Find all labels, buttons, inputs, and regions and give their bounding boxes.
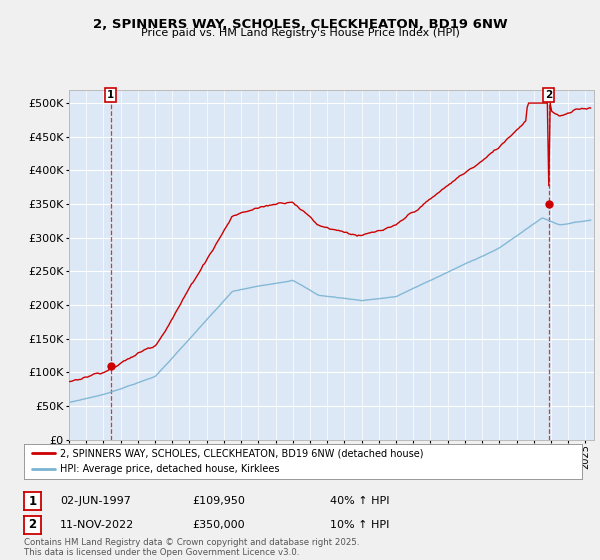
Text: 1: 1 (28, 494, 37, 508)
Text: 2, SPINNERS WAY, SCHOLES, CLECKHEATON, BD19 6NW (detached house): 2, SPINNERS WAY, SCHOLES, CLECKHEATON, B… (60, 449, 424, 459)
Text: 2, SPINNERS WAY, SCHOLES, CLECKHEATON, BD19 6NW: 2, SPINNERS WAY, SCHOLES, CLECKHEATON, B… (92, 18, 508, 31)
Text: £109,950: £109,950 (192, 496, 245, 506)
Text: HPI: Average price, detached house, Kirklees: HPI: Average price, detached house, Kirk… (60, 464, 280, 474)
Text: 11-NOV-2022: 11-NOV-2022 (60, 520, 134, 530)
Text: 2: 2 (545, 90, 552, 100)
Text: £350,000: £350,000 (192, 520, 245, 530)
Text: 40% ↑ HPI: 40% ↑ HPI (330, 496, 389, 506)
Text: 1: 1 (107, 90, 114, 100)
Text: 02-JUN-1997: 02-JUN-1997 (60, 496, 131, 506)
Text: 2: 2 (28, 518, 37, 531)
Text: Price paid vs. HM Land Registry's House Price Index (HPI): Price paid vs. HM Land Registry's House … (140, 28, 460, 38)
Text: 10% ↑ HPI: 10% ↑ HPI (330, 520, 389, 530)
Text: Contains HM Land Registry data © Crown copyright and database right 2025.
This d: Contains HM Land Registry data © Crown c… (24, 538, 359, 557)
